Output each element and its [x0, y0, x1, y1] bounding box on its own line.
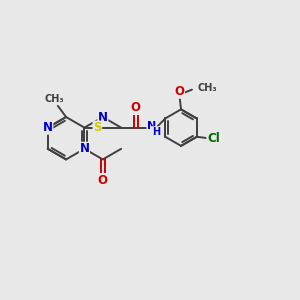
Text: H: H — [152, 127, 160, 137]
Text: O: O — [131, 101, 141, 114]
Text: S: S — [93, 121, 102, 134]
Text: CH₃: CH₃ — [197, 83, 217, 93]
Text: Cl: Cl — [207, 132, 220, 145]
Text: O: O — [175, 85, 184, 98]
Text: CH₃: CH₃ — [44, 94, 64, 104]
Text: N: N — [98, 110, 108, 124]
Text: N: N — [80, 142, 89, 155]
Text: O: O — [98, 173, 108, 187]
Text: N: N — [147, 121, 156, 131]
Text: N: N — [43, 121, 53, 134]
